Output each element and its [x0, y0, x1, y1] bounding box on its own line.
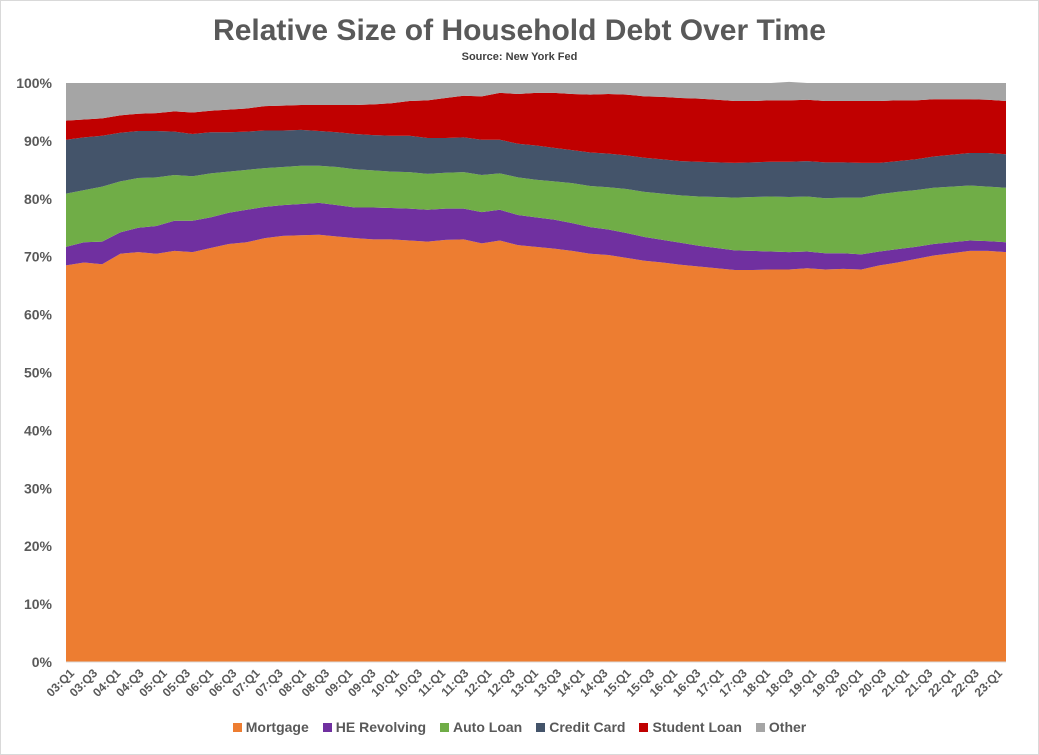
- area-other: [66, 81, 1006, 121]
- legend-label: Mortgage: [245, 719, 309, 735]
- area-he-revolving: [66, 202, 1006, 271]
- y-tick-label: 100%: [16, 75, 52, 91]
- legend-swatch: [322, 723, 332, 732]
- legend-item-he-revolving: HE Revolving: [322, 719, 426, 735]
- area-layers: [66, 81, 1006, 662]
- area-student-loan: [66, 92, 1006, 163]
- chart-subtitle: Source: New York Fed: [461, 51, 578, 63]
- y-tick-label: 70%: [24, 249, 53, 265]
- y-tick-label: 20%: [24, 538, 53, 554]
- legend: Mortgage HE Revolving Auto Loan Credit Card…: [0, 719, 1039, 735]
- legend-label: Credit Card: [549, 719, 626, 735]
- legend-label: HE Revolving: [335, 719, 426, 735]
- y-axis: 0% 10% 20% 30% 40% 50% 60% 70% 80% 90% 100%: [16, 75, 52, 670]
- y-tick-label: 60%: [24, 307, 53, 323]
- y-tick-label: 40%: [24, 422, 53, 438]
- legend-swatch: [536, 723, 546, 732]
- legend-swatch: [755, 723, 765, 732]
- area-credit-card: [66, 129, 1006, 199]
- y-tick-label: 90%: [24, 133, 53, 149]
- x-axis: 03:Q103:Q304:Q104:Q305:Q105:Q306:Q106:Q3…: [44, 661, 1006, 700]
- legend-label: Other: [768, 719, 807, 735]
- legend-label: Auto Loan: [453, 719, 523, 735]
- legend-item-auto-loan: Auto Loan: [440, 719, 522, 735]
- y-tick-label: 0%: [32, 654, 53, 670]
- area-auto-loan: [66, 165, 1006, 255]
- chart-title: Relative Size of Household Debt Over Tim…: [213, 14, 826, 47]
- legend-item-student-loan: Student Loan: [639, 719, 742, 735]
- legend-item-other: Other: [755, 719, 807, 735]
- y-tick-label: 30%: [24, 480, 53, 496]
- legend-swatch: [232, 723, 242, 732]
- area-mortgage: [66, 234, 1006, 662]
- y-tick-label: 50%: [24, 365, 53, 381]
- y-tick-label: 10%: [24, 596, 53, 612]
- y-tick-label: 80%: [24, 191, 53, 207]
- legend-item-credit-card: Credit Card: [536, 719, 625, 735]
- legend-swatch: [440, 723, 449, 732]
- legend-label: Student Loan: [652, 719, 742, 735]
- legend-item-mortgage: Mortgage: [232, 719, 309, 735]
- legend-swatch: [639, 723, 649, 732]
